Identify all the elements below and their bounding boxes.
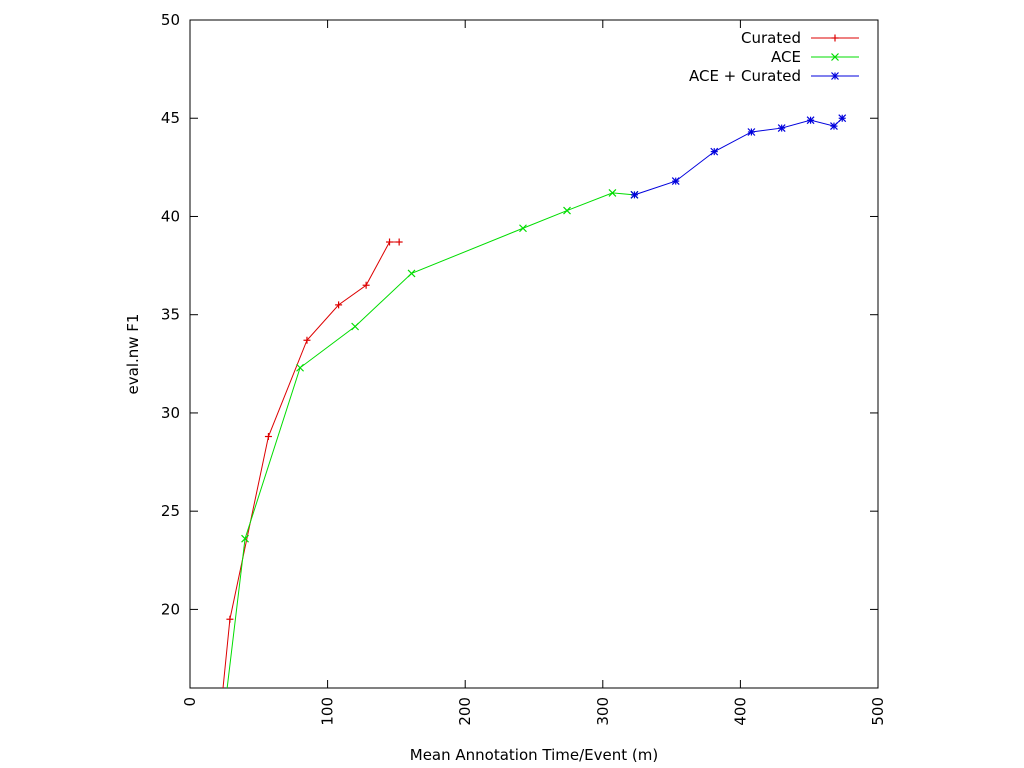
x-axis-label: Mean Annotation Time/Event (m) <box>410 746 658 764</box>
data-point-ace-curated <box>838 114 847 123</box>
data-point-curated <box>264 433 272 441</box>
y-tick-label: 45 <box>161 109 180 127</box>
y-tick-label: 20 <box>161 600 180 618</box>
data-point-ace <box>407 269 416 278</box>
plot-frame <box>189 19 879 689</box>
data-point-ace <box>608 188 617 197</box>
data-point-ace-curated <box>777 124 786 132</box>
y-axis-label: eval.nw F1 <box>124 314 142 395</box>
y-tick-label: 30 <box>161 404 180 422</box>
x-tick-label: 0 <box>181 697 199 707</box>
series-line-ace <box>226 192 635 688</box>
y-tick-label: 50 <box>161 11 180 29</box>
series-line-curated <box>222 241 400 688</box>
data-point-ace <box>241 534 249 543</box>
y-tick-label: 35 <box>161 306 180 324</box>
x-tick-label: 200 <box>456 697 474 726</box>
y-tick-label: 40 <box>161 207 180 225</box>
data-point-ace-curated <box>710 147 719 156</box>
data-point-ace <box>296 363 305 372</box>
x-tick-label: 100 <box>319 697 337 726</box>
data-point-ace <box>563 206 571 215</box>
x-tick-label: 400 <box>731 697 749 726</box>
legend-marker-ace-curated <box>831 72 839 80</box>
legend-marker-ace <box>831 53 839 61</box>
data-point-curated <box>395 238 403 246</box>
x-tick-label: 500 <box>869 697 887 726</box>
data-point-ace-curated <box>630 190 639 199</box>
data-point-curated <box>335 301 343 309</box>
data-point-ace-curated <box>671 177 680 186</box>
legend-label-ace-curated: ACE + Curated <box>689 67 801 85</box>
series-group <box>222 114 847 688</box>
data-point-ace <box>351 322 360 331</box>
data-point-ace-curated <box>830 122 838 131</box>
data-point-curated <box>303 336 311 344</box>
x-tick-label: 300 <box>594 697 612 726</box>
data-point-ace-curated <box>747 128 756 136</box>
series-line-ace-curated <box>634 117 843 196</box>
legend-marker-curated <box>831 34 839 42</box>
data-point-ace <box>519 224 527 233</box>
legend-label-curated: Curated <box>741 29 801 47</box>
data-point-curated <box>226 615 234 623</box>
data-point-curated <box>386 238 394 246</box>
data-point-curated <box>362 281 370 289</box>
y-tick-label: 25 <box>161 502 180 520</box>
legend-label-ace: ACE <box>771 48 801 66</box>
data-point-ace-curated <box>806 116 815 125</box>
